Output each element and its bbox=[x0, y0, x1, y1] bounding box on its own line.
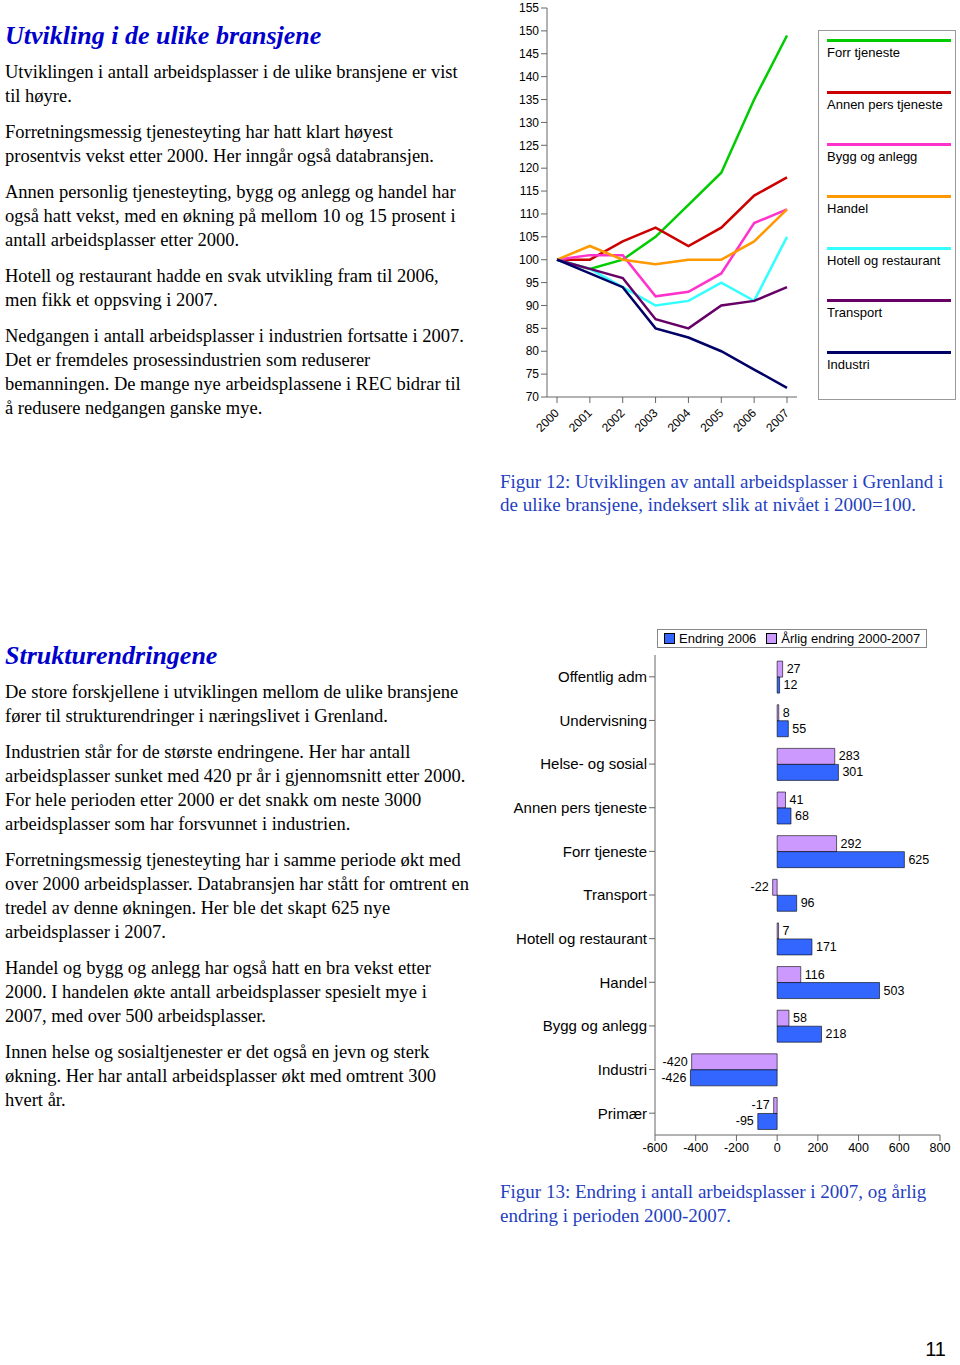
html-text:Utviklingen i antall arbeidspl: Utviklingen i antall arbeidsplasser i de… bbox=[5, 62, 458, 106]
svg-text:116: 116 bbox=[805, 968, 825, 982]
svg-text:Annen pers tjeneste: Annen pers tjeneste bbox=[514, 799, 647, 816]
html-text:Nedgangen i antall arbeidsplas: Nedgangen i antall arbeidsplasser i indu… bbox=[5, 326, 464, 418]
html-text:Forretningsmessig tjenesteytin: Forretningsmessig tjenesteyting har i sa… bbox=[5, 850, 469, 942]
svg-text:70: 70 bbox=[526, 390, 540, 404]
svg-text:85: 85 bbox=[526, 322, 540, 336]
html-text:Utvikling i de ulike bransjene: Utvikling i de ulike bransjene bbox=[5, 21, 322, 50]
svg-text:2003: 2003 bbox=[632, 406, 661, 435]
svg-text:Primær: Primær bbox=[598, 1105, 647, 1122]
html-text:Industrien står for de største: Industrien står for de største endringen… bbox=[5, 742, 466, 834]
html-text:Bygg og anlegg: Bygg og anlegg bbox=[827, 148, 918, 164]
svg-text:-426: -426 bbox=[661, 1071, 686, 1085]
svg-text:155: 155 bbox=[519, 1, 539, 15]
svg-text:800: 800 bbox=[930, 1141, 951, 1155]
svg-text:171: 171 bbox=[816, 940, 837, 954]
svg-text:-17: -17 bbox=[752, 1098, 770, 1112]
svg-text:115: 115 bbox=[520, 184, 539, 198]
svg-text:2000: 2000 bbox=[533, 406, 562, 435]
html-text:Strukturendringene: Strukturendringene bbox=[5, 641, 218, 670]
html-text:De store forskjellene i utvikl: De store forskjellene i utviklingen mell… bbox=[5, 682, 459, 726]
svg-text:41: 41 bbox=[789, 793, 803, 807]
svg-text:2004: 2004 bbox=[665, 406, 694, 435]
svg-text:400: 400 bbox=[848, 1141, 869, 1155]
svg-text:95: 95 bbox=[526, 276, 540, 290]
svg-text:55: 55 bbox=[792, 722, 806, 736]
svg-text:130: 130 bbox=[519, 116, 539, 130]
svg-text:27: 27 bbox=[787, 662, 801, 676]
svg-text:150: 150 bbox=[519, 24, 539, 38]
html-text:Annen personlig tjenesteyting,: Annen personlig tjenesteyting, bygg og a… bbox=[5, 182, 456, 250]
svg-text:7: 7 bbox=[783, 924, 790, 938]
svg-text:2005: 2005 bbox=[697, 406, 726, 435]
html-text:Hotell og restaurant hadde en: Hotell og restaurant hadde en svak utvik… bbox=[5, 266, 439, 310]
svg-text:600: 600 bbox=[889, 1141, 910, 1155]
svg-text:145: 145 bbox=[519, 47, 539, 61]
svg-text:Bygg og anlegg: Bygg og anlegg bbox=[543, 1017, 647, 1034]
html-text:Innen helse og sosialtjenester: Innen helse og sosialtjenester er det og… bbox=[5, 1042, 436, 1110]
svg-text:Industri: Industri bbox=[598, 1061, 647, 1078]
svg-text:2001: 2001 bbox=[566, 406, 595, 435]
svg-text:2002: 2002 bbox=[599, 406, 628, 435]
html-text:11: 11 bbox=[925, 1338, 946, 1360]
html-text:Endring 2006: Endring 2006 bbox=[679, 631, 757, 646]
svg-text:200: 200 bbox=[807, 1141, 828, 1155]
svg-text:2006: 2006 bbox=[730, 406, 759, 435]
html-text:Hotell og restaurant: Hotell og restaurant bbox=[827, 252, 941, 268]
svg-text:301: 301 bbox=[842, 765, 863, 779]
svg-text:Helse- og sosial: Helse- og sosial bbox=[540, 755, 647, 772]
svg-text:292: 292 bbox=[841, 837, 862, 851]
svg-text:-600: -600 bbox=[642, 1141, 667, 1155]
html-text:Figur 12: Utviklingen av antal: Figur 12: Utviklingen av antall arbeidsp… bbox=[500, 471, 944, 515]
html-text:Handel og bygg og anlegg har o: Handel og bygg og anlegg har også hatt e… bbox=[5, 958, 431, 1026]
html-text:Handel: Handel bbox=[827, 200, 869, 216]
html-text:Annen pers tjeneste: Annen pers tjeneste bbox=[827, 96, 943, 112]
html-text:Årlig endring 2000-2007: Årlig endring 2000-2007 bbox=[781, 631, 921, 646]
svg-text:8: 8 bbox=[783, 706, 790, 720]
svg-text:Forr tjeneste: Forr tjeneste bbox=[563, 843, 647, 860]
svg-text:-95: -95 bbox=[736, 1114, 754, 1128]
svg-text:120: 120 bbox=[519, 161, 539, 175]
svg-text:100: 100 bbox=[519, 253, 539, 267]
svg-text:Offentlig adm: Offentlig adm bbox=[558, 668, 647, 685]
svg-text:125: 125 bbox=[519, 139, 539, 153]
svg-text:-400: -400 bbox=[683, 1141, 708, 1155]
svg-text:-200: -200 bbox=[724, 1141, 749, 1155]
svg-text:Handel: Handel bbox=[599, 974, 647, 991]
svg-text:-22: -22 bbox=[751, 880, 769, 894]
svg-text:58: 58 bbox=[793, 1011, 807, 1025]
html-text:Industri: Industri bbox=[827, 356, 870, 372]
svg-text:96: 96 bbox=[801, 896, 815, 910]
svg-text:Transport: Transport bbox=[583, 886, 647, 903]
svg-text:80: 80 bbox=[526, 344, 540, 358]
svg-text:283: 283 bbox=[839, 749, 860, 763]
svg-text:12: 12 bbox=[784, 678, 798, 692]
svg-text:75: 75 bbox=[526, 367, 540, 381]
svg-text:90: 90 bbox=[526, 299, 540, 313]
svg-text:110: 110 bbox=[520, 207, 539, 221]
svg-text:625: 625 bbox=[908, 853, 929, 867]
svg-text:68: 68 bbox=[795, 809, 809, 823]
html-text:Transport: Transport bbox=[827, 304, 883, 320]
svg-text:140: 140 bbox=[519, 70, 539, 84]
svg-text:-420: -420 bbox=[663, 1055, 688, 1069]
svg-text:503: 503 bbox=[884, 984, 905, 998]
svg-text:218: 218 bbox=[826, 1027, 847, 1041]
svg-text:105: 105 bbox=[519, 230, 539, 244]
html-text:Forr tjeneste: Forr tjeneste bbox=[827, 44, 900, 60]
svg-text:Undervisning: Undervisning bbox=[559, 712, 647, 729]
html-text:Figur 13: Endring i antall arb: Figur 13: Endring i antall arbeidsplasse… bbox=[500, 1181, 927, 1226]
html-text:Forretningsmessig tjenesteytin: Forretningsmessig tjenesteyting har hatt… bbox=[5, 122, 434, 166]
svg-text:0: 0 bbox=[774, 1141, 781, 1155]
svg-text:135: 135 bbox=[519, 93, 539, 107]
svg-text:Hotell og restaurant: Hotell og restaurant bbox=[516, 930, 648, 947]
svg-text:2007: 2007 bbox=[763, 406, 792, 435]
